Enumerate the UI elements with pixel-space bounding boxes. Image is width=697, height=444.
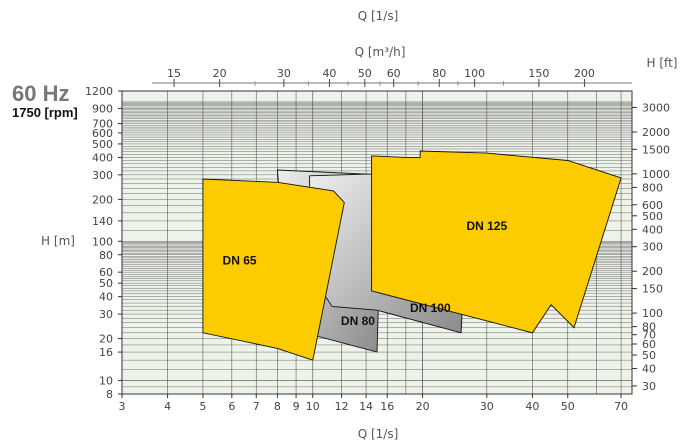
series-label-dn-125: DN 125 [466,219,507,233]
bottom-tick-label: 10 [306,400,320,413]
bottom-tick-label: 14 [359,400,373,413]
left-tick-label: 600 [92,127,113,140]
left-tick-label: 300 [92,169,113,182]
left-tick-label: 500 [92,138,113,151]
series-label-dn-65: DN 65 [223,254,257,268]
bottom-tick-label: 5 [199,400,206,413]
left-unit: H [m] [41,234,75,248]
left-tick-label: 400 [92,151,113,164]
left-tick-label: 40 [99,291,113,304]
series-labels: DN 80 DN 100 DN 65 DN 125 [223,219,508,328]
right-tick-label: 80 [642,321,656,334]
top-tick-label: 40 [322,67,336,80]
series-shape-dn-65 [202,178,345,361]
left-tick-label: 140 [92,215,113,228]
left-tick-label: 700 [92,118,113,131]
bottom-tick-label: 30 [480,400,494,413]
bottom-tick-label: 20 [416,400,430,413]
left-tick-label: 80 [99,249,113,262]
top-tick-label: 20 [213,67,227,80]
bottom-tick-label: 40 [525,400,539,413]
left-tick-label: 1200 [85,85,113,98]
bottom-tick-label: 8 [274,400,281,413]
plot-frame [121,90,633,395]
right-tick-label: 60 [642,338,656,351]
left-tick-label: 30 [99,308,113,321]
left-tick-label: 50 [99,277,113,290]
left-tick-label: 16 [99,346,113,359]
right-tick-label: 200 [642,265,663,278]
right-tick-label: 600 [642,199,663,212]
right-tick-label: 500 [642,210,663,223]
top-tick-label: 50 [358,67,372,80]
bottom-tick-label: 4 [164,400,171,413]
bottom-tick-label: 12 [335,400,349,413]
left-tick-label: 8 [106,388,113,401]
bottom-tick-label: 7 [253,400,260,413]
top-tick-label: 80 [432,67,446,80]
top-tick-label: 30 [277,67,291,80]
series-shape-dn-125 [371,150,622,334]
pump-range-shapes [202,150,622,361]
right-tick-label: 100 [642,307,663,320]
right-tick-label: 50 [642,349,656,362]
frequency-label: 60 Hz [12,81,69,106]
top-tick-label: 150 [528,67,549,80]
top-tick-label: 60 [387,67,401,80]
series-label-dn-100: DN 100 [410,301,451,315]
top-unit-m3h: Q [m³/h] [355,45,406,59]
left-tick-label: 200 [92,193,113,206]
right-tick-label: 300 [642,241,663,254]
right-tick-label: 40 [642,363,656,376]
bottom-tick-label: 3 [119,400,126,413]
right-tick-label: 800 [642,181,663,194]
left-tick-label: 900 [92,102,113,115]
top-tick-label: 100 [464,67,485,80]
top-tick-label: 200 [574,67,595,80]
speed-label: 1750 [rpm] [12,105,78,120]
right-unit: H [ft] [647,56,678,70]
right-tick-label: 30 [642,380,656,393]
right-tick-label: 1000 [642,168,670,181]
bottom-tick-label: 70 [614,400,628,413]
bottom-tick-label: 50 [561,400,575,413]
series-label-dn-80: DN 80 [341,314,375,328]
right-tick-label: 150 [642,283,663,296]
bottom-tick-label: 9 [293,400,300,413]
top-unit-ls: Q [1/s] [358,9,399,23]
left-tick-label: 100 [92,235,113,248]
right-tick-label: 400 [642,223,663,236]
right-tick-label: 2000 [642,126,670,139]
top-tick-label: 15 [167,67,181,80]
right-tick-label: 3000 [642,101,670,114]
right-tick-label: 70 [642,329,656,342]
bottom-tick-label: 6 [228,400,235,413]
bottom-unit: Q [1/s] [358,427,399,441]
right-tick-label: 1500 [642,143,670,156]
left-tick-label: 10 [99,375,113,388]
left-tick-label: 20 [99,333,113,346]
bottom-tick-label: 16 [380,400,394,413]
left-tick-label: 60 [99,266,113,279]
